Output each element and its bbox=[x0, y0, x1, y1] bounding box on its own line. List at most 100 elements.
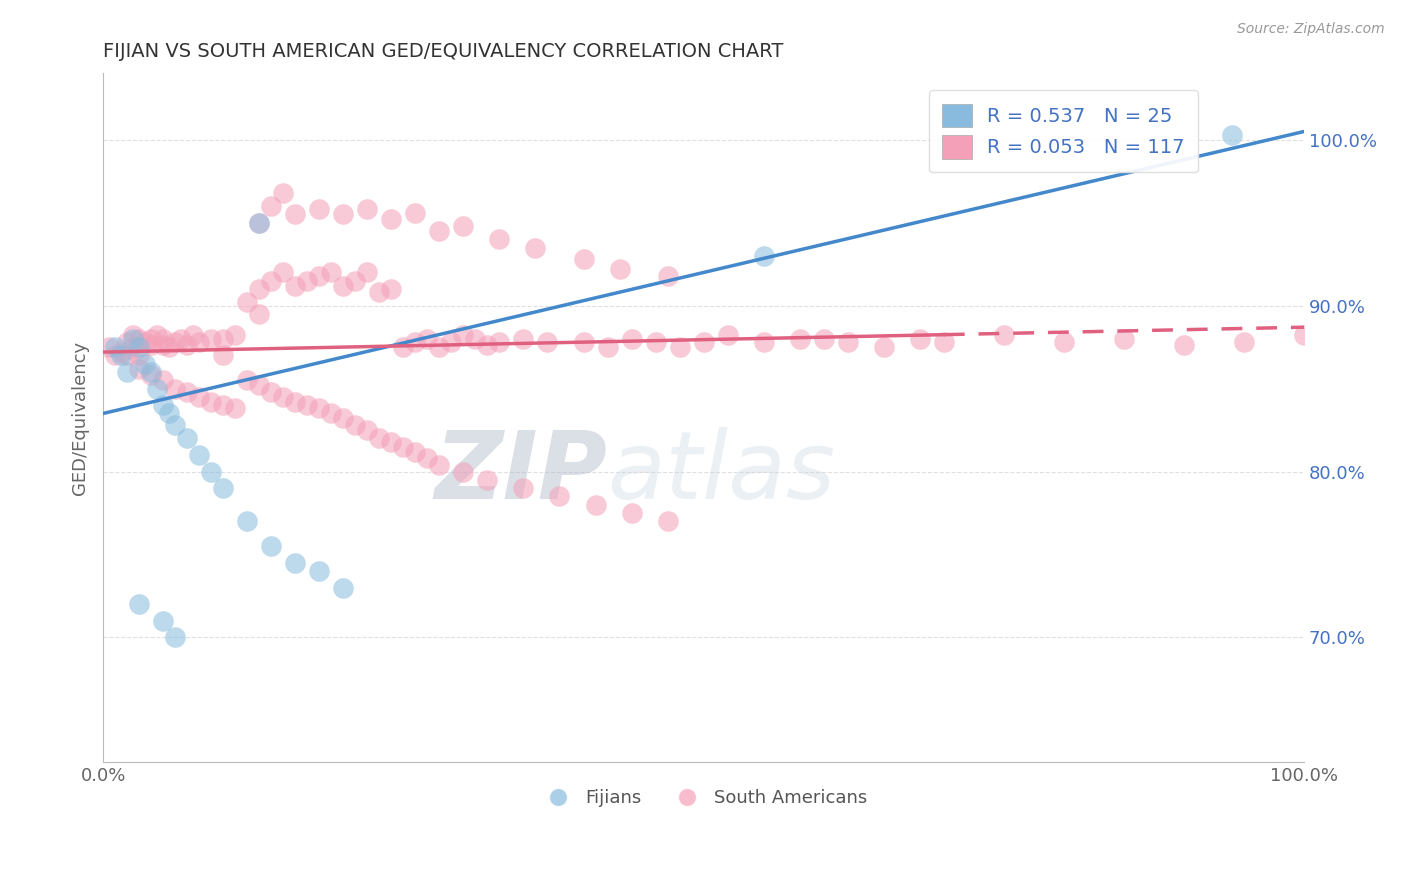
Point bbox=[165, 418, 187, 433]
Legend: Fijians, South Americans: Fijians, South Americans bbox=[533, 782, 875, 814]
Point bbox=[488, 335, 510, 350]
Point bbox=[392, 340, 415, 354]
Point bbox=[356, 265, 378, 279]
Point bbox=[104, 348, 127, 362]
Point bbox=[453, 465, 475, 479]
Point bbox=[176, 384, 198, 399]
Point bbox=[1053, 335, 1076, 350]
Point bbox=[572, 335, 595, 350]
Point bbox=[404, 335, 426, 350]
Point bbox=[212, 398, 235, 412]
Point bbox=[188, 335, 211, 350]
Point bbox=[464, 332, 486, 346]
Point bbox=[152, 373, 174, 387]
Point bbox=[247, 378, 270, 392]
Point bbox=[128, 597, 150, 611]
Point bbox=[115, 335, 138, 350]
Point bbox=[752, 335, 775, 350]
Point bbox=[188, 448, 211, 462]
Point bbox=[122, 332, 145, 346]
Point bbox=[152, 614, 174, 628]
Text: ZIP: ZIP bbox=[434, 426, 607, 518]
Point bbox=[271, 186, 294, 200]
Point bbox=[644, 335, 666, 350]
Point bbox=[321, 407, 343, 421]
Point bbox=[247, 282, 270, 296]
Point bbox=[657, 514, 679, 528]
Point bbox=[236, 514, 259, 528]
Point bbox=[170, 332, 193, 346]
Point bbox=[141, 365, 163, 379]
Point bbox=[297, 398, 319, 412]
Point bbox=[128, 340, 150, 354]
Point bbox=[284, 556, 307, 570]
Point bbox=[368, 285, 391, 300]
Point bbox=[488, 232, 510, 246]
Point bbox=[146, 382, 169, 396]
Point bbox=[128, 332, 150, 346]
Point bbox=[308, 202, 330, 217]
Point bbox=[657, 268, 679, 283]
Point bbox=[332, 411, 354, 425]
Point bbox=[157, 407, 180, 421]
Point bbox=[260, 274, 283, 288]
Point bbox=[188, 390, 211, 404]
Point bbox=[668, 340, 690, 354]
Point bbox=[380, 282, 402, 296]
Point bbox=[332, 207, 354, 221]
Point bbox=[200, 465, 222, 479]
Point bbox=[1294, 328, 1316, 343]
Point bbox=[260, 539, 283, 553]
Point bbox=[1220, 128, 1243, 142]
Text: FIJIAN VS SOUTH AMERICAN GED/EQUIVALENCY CORRELATION CHART: FIJIAN VS SOUTH AMERICAN GED/EQUIVALENCY… bbox=[103, 42, 783, 61]
Point bbox=[134, 335, 156, 350]
Point bbox=[297, 274, 319, 288]
Point bbox=[224, 401, 246, 416]
Point bbox=[429, 458, 451, 472]
Point bbox=[332, 278, 354, 293]
Point bbox=[128, 348, 150, 362]
Point bbox=[932, 335, 955, 350]
Point bbox=[440, 335, 463, 350]
Point bbox=[429, 224, 451, 238]
Point bbox=[404, 444, 426, 458]
Point bbox=[247, 307, 270, 321]
Point bbox=[356, 202, 378, 217]
Point bbox=[620, 506, 643, 520]
Point bbox=[1233, 335, 1256, 350]
Point bbox=[993, 328, 1015, 343]
Point bbox=[212, 481, 235, 495]
Point bbox=[356, 423, 378, 437]
Point bbox=[134, 357, 156, 371]
Point bbox=[247, 216, 270, 230]
Point bbox=[620, 332, 643, 346]
Point bbox=[392, 440, 415, 454]
Point bbox=[453, 219, 475, 233]
Point bbox=[512, 332, 534, 346]
Point bbox=[416, 332, 439, 346]
Point bbox=[141, 332, 163, 346]
Point bbox=[260, 384, 283, 399]
Point bbox=[236, 373, 259, 387]
Point bbox=[536, 335, 558, 350]
Point bbox=[152, 398, 174, 412]
Point bbox=[453, 328, 475, 343]
Point bbox=[416, 451, 439, 466]
Point bbox=[165, 382, 187, 396]
Point bbox=[146, 328, 169, 343]
Point bbox=[157, 340, 180, 354]
Point bbox=[247, 216, 270, 230]
Point bbox=[404, 206, 426, 220]
Point bbox=[1112, 332, 1135, 346]
Point bbox=[717, 328, 740, 343]
Point bbox=[524, 241, 547, 255]
Point bbox=[380, 212, 402, 227]
Point bbox=[141, 338, 163, 352]
Point bbox=[908, 332, 931, 346]
Point bbox=[1173, 338, 1195, 352]
Point bbox=[141, 368, 163, 383]
Point bbox=[200, 394, 222, 409]
Point bbox=[212, 348, 235, 362]
Point bbox=[284, 278, 307, 293]
Point bbox=[115, 365, 138, 379]
